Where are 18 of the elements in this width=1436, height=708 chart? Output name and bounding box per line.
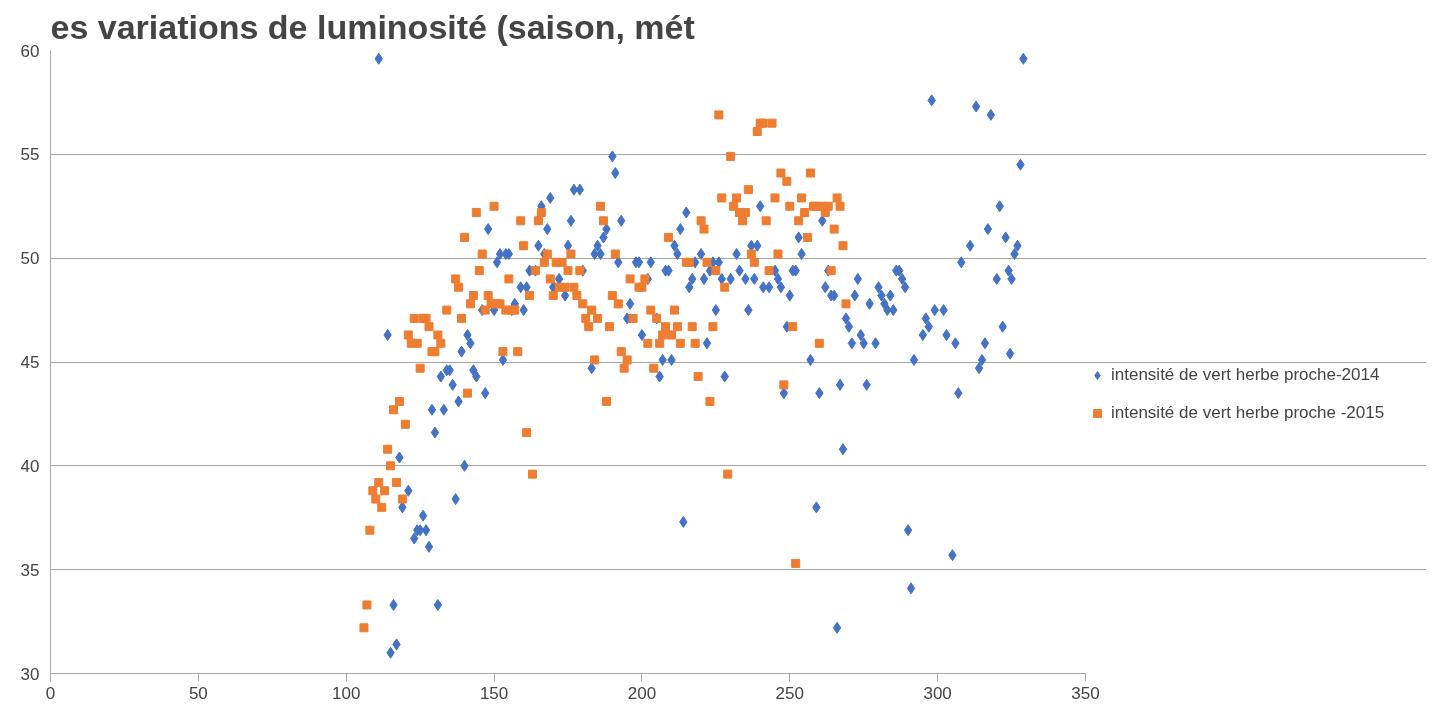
legend-label: intensité de vert herbe proche -2015 [1111,403,1385,423]
x-tick-label: 350 [1071,683,1100,703]
y-tick-label: 30 [20,664,40,684]
x-tick-label: 100 [332,683,361,703]
y-tick-label: 50 [20,249,40,269]
x-tick-label: 150 [479,683,509,703]
x-tick-label: 200 [627,683,657,703]
x-tick-label: 250 [775,683,804,703]
chart-title: es variations de luminosité (saison, mét [50,7,695,46]
y-tick-label: 40 [20,456,40,476]
x-tick-label: 0 [45,683,56,703]
y-tick-label: 55 [20,145,40,165]
legend-label: intensité de vert herbe proche-2014 [1111,365,1380,385]
x-tick-label: 300 [923,683,952,703]
y-tick-label: 60 [20,41,40,61]
x-tick-label: 50 [188,683,208,703]
y-tick-label: 45 [20,353,40,372]
y-tick-label: 35 [20,560,40,580]
